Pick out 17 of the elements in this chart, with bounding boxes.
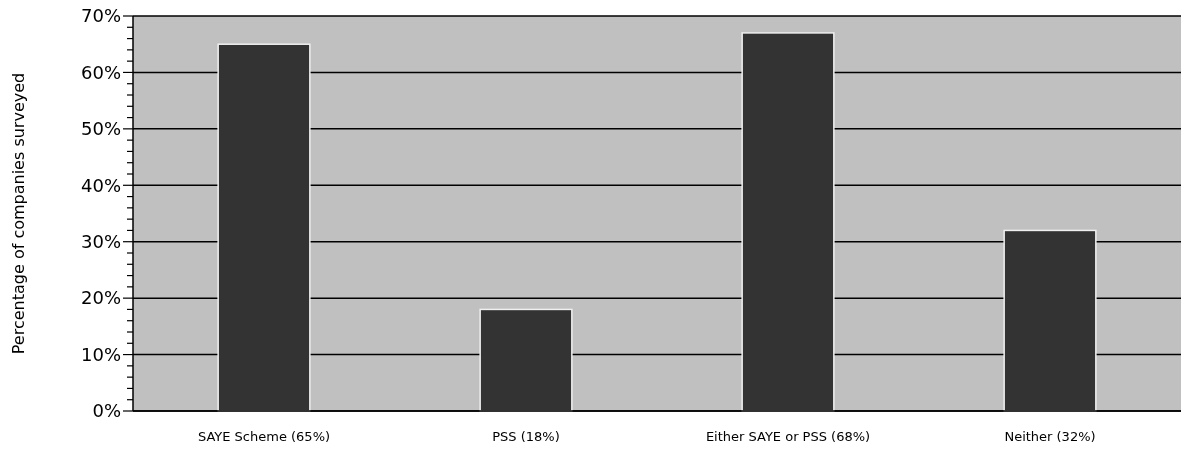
x-tick-label: Neither (32%) [1004,429,1096,444]
y-axis-title: Percentage of companies surveyed [9,72,28,355]
bar [1003,229,1097,412]
y-tick-label: 60% [80,61,121,83]
y-tick-label: 50% [80,118,121,140]
x-tick-label: PSS (18%) [492,429,560,444]
y-tick-label: 0% [92,400,121,422]
bar [217,43,311,412]
x-tick-label: Either SAYE or PSS (68%) [705,429,871,444]
bar [741,32,835,412]
y-tick-label: 20% [80,287,121,309]
y-tick-label: 70% [80,5,121,27]
bar [479,308,573,412]
y-tick-label: 40% [80,174,121,196]
y-tick-label: 30% [80,231,121,253]
y-tick-label: 10% [80,343,121,365]
x-tick-label: SAYE Scheme (65%) [197,429,331,444]
